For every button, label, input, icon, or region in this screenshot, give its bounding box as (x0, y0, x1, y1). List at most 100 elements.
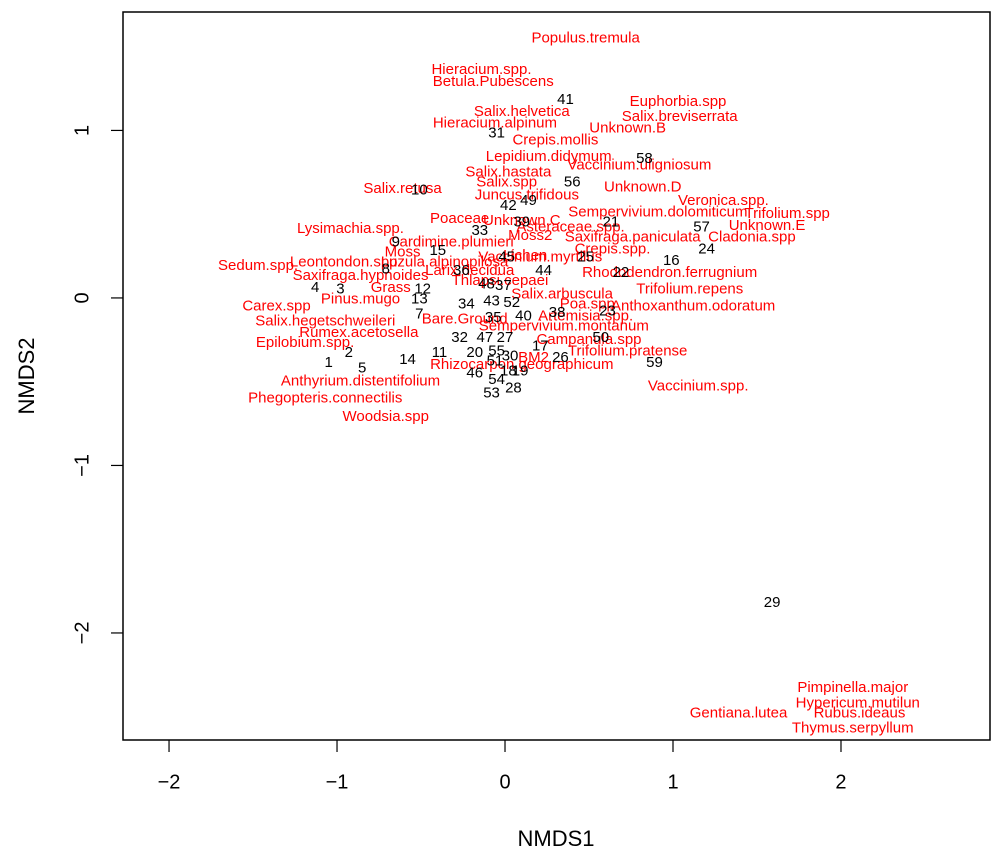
point-label: 50 (592, 329, 609, 346)
point-label: 26 (552, 349, 569, 366)
point-label: Rhododendron.ferrugnium (582, 264, 757, 281)
point-label: Anthyrium.distentifolium (281, 373, 440, 390)
point-label: 29 (764, 594, 781, 611)
point-label: 55 (488, 343, 505, 360)
point-label: Saxifraga.hypnoides (293, 267, 429, 284)
x-tick-label: 1 (667, 771, 678, 793)
point-label: Unknown.B (589, 120, 666, 137)
point-label: 34 (458, 296, 475, 313)
point-label: Sempervivium.dolomiticum (568, 203, 747, 220)
point-label: 4 (311, 279, 319, 296)
point-label: Carex.spp (242, 297, 310, 314)
point-label: Larix.decidua (425, 262, 515, 279)
y-tick-label: 1 (71, 125, 93, 136)
point-label: Trifolium.pratense (568, 343, 688, 360)
point-label: 57 (693, 219, 710, 236)
point-label: Pinus.mugo (321, 291, 400, 308)
point-label: 45 (498, 249, 515, 266)
point-label: 14 (399, 351, 416, 368)
x-tick-label: −1 (326, 771, 349, 793)
plot-frame (122, 11, 991, 741)
point-label: Salix.hegetschweileri (255, 312, 395, 329)
point-label: Cladonia.spp (708, 229, 796, 246)
point-label: Poaceae (430, 210, 489, 227)
point-label: Campanula.spp (536, 331, 641, 348)
point-label: 32 (451, 329, 468, 346)
point-label: Hieracium.alpinum (433, 115, 557, 132)
x-tick-label: 0 (499, 771, 510, 793)
point-label: 11 (432, 344, 448, 361)
point-label: 21 (603, 214, 620, 231)
point-label: 5 (358, 359, 366, 376)
point-label: Lichen (503, 247, 547, 264)
point-label: 40 (515, 307, 532, 324)
y-tick-label: −1 (71, 454, 93, 477)
point-label: Saxifraga.paniculata (565, 229, 702, 246)
point-label: Rhizocarpon.geographicum (430, 356, 613, 373)
point-label: 59 (646, 354, 663, 371)
point-label: 19 (512, 363, 529, 380)
point-label: 24 (698, 240, 715, 257)
point-label: Thymus.serpyllum (792, 719, 914, 736)
point-label: Vaccinium.uligniosum (567, 157, 711, 174)
point-label: 47 (477, 329, 494, 346)
point-label: Salix.spp (476, 173, 537, 190)
point-label: 58 (636, 150, 653, 167)
point-label: 3 (336, 281, 344, 298)
point-label: Phegopteris.connectilis (248, 389, 402, 406)
point-label: Moss (385, 244, 421, 261)
point-label: Epilobium.spp. (256, 334, 354, 351)
x-axis-title: NMDS1 (517, 826, 594, 851)
point-label: 39 (513, 214, 530, 231)
point-label: Lysimachia.spp. (297, 220, 404, 237)
point-label: Poa.spp (560, 296, 615, 313)
point-label: 9 (392, 234, 400, 251)
point-label: 44 (535, 262, 552, 279)
point-label: 7 (415, 306, 423, 323)
point-label: Leontondon.spp (290, 254, 398, 271)
point-label: 16 (663, 252, 680, 269)
point-label: 18 (500, 363, 517, 380)
point-label: Anthoxanthum.odoratum (611, 297, 775, 314)
point-label: 38 (549, 304, 566, 321)
point-label: 54 (488, 371, 505, 388)
point-label: Betula.Pubescens (433, 73, 554, 90)
point-label: 35 (485, 309, 502, 326)
point-label: Moss2 (508, 227, 552, 244)
point-label: Rumex.acetosella (299, 324, 419, 341)
point-label: Populus.tremula (531, 29, 640, 46)
point-label: 36 (453, 262, 470, 279)
point-label: Salix.helvetica (474, 103, 571, 120)
y-tick-label: 0 (71, 292, 93, 303)
point-label: Juncus.trifidous (475, 187, 579, 204)
point-label: Unknown.E (729, 217, 806, 234)
point-label: Artemisia.spp. (538, 307, 633, 324)
point-label: Pimpinella.major (797, 679, 908, 696)
point-label: Rubus.ideaus (814, 704, 906, 721)
point-label: 12 (414, 281, 431, 298)
point-label: Crepis.spp. (575, 240, 651, 257)
point-label: 22 (613, 264, 630, 281)
point-label: 41 (557, 91, 574, 108)
point-label: Sedum.spp. (218, 257, 298, 274)
point-label: 48 (478, 276, 495, 293)
point-label: Vaccinium.myrtilus (478, 249, 602, 266)
point-label: Hieracium.spp. (431, 61, 531, 78)
point-label: Asteraceae.spp. (516, 219, 624, 236)
y-tick-label: −2 (71, 622, 93, 645)
point-label: Vaccinium.spp. (648, 378, 749, 395)
point-label: 8 (382, 260, 390, 277)
point-label: 30 (502, 348, 519, 365)
point-label: BM2 (518, 349, 549, 366)
point-label: 43 (483, 292, 500, 309)
point-label: 33 (471, 222, 488, 239)
point-label: Cardimine.plumieri (389, 234, 514, 251)
point-label: 52 (503, 294, 520, 311)
x-tick-label: 2 (835, 771, 846, 793)
point-label: 1 (324, 354, 332, 371)
point-label: Salix.breviserrata (622, 108, 739, 125)
point-label: 10 (411, 182, 428, 199)
point-label: 13 (411, 291, 428, 308)
point-label: Crepis.mollis (512, 131, 598, 148)
